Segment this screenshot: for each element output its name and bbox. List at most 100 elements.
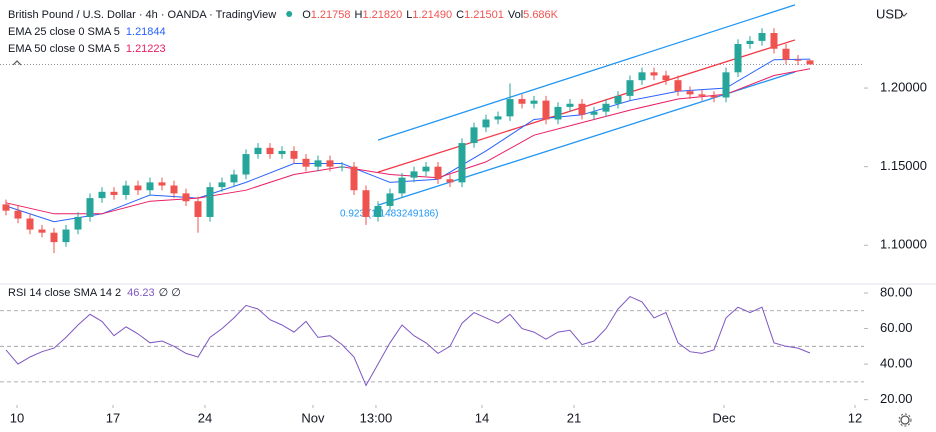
candle-body (602, 103, 610, 112)
candle-body (746, 40, 754, 45)
candle-body (158, 182, 166, 186)
status-dot (286, 11, 293, 17)
indicator-legend: EMA 25 close 0 SMA 5 1.21844 (8, 26, 166, 38)
candle-body (446, 179, 454, 183)
indicator-value: 46.23 (127, 287, 155, 299)
candle-body (806, 60, 814, 65)
candle-body (578, 103, 586, 115)
candle-body (782, 48, 790, 60)
settings-icon[interactable] (898, 413, 912, 427)
candle-body (734, 44, 742, 73)
candle-body (62, 229, 70, 243)
rsi-line (5, 296, 811, 387)
candle-body (470, 127, 478, 144)
candle-body (530, 100, 538, 104)
candle-body (98, 191, 106, 199)
x-tick-label: 13:00 (360, 410, 393, 425)
y-tick-label: 1.15000 (880, 158, 927, 173)
ohlc-label: O (302, 9, 311, 21)
candle-body (686, 91, 694, 95)
y-tick-label: 1.10000 (880, 237, 927, 252)
candle-body (638, 72, 646, 81)
x-tick-label: Nov (301, 410, 325, 425)
candle-body (14, 210, 22, 219)
currency-label[interactable]: USD (876, 6, 903, 21)
x-tick-label: 21 (567, 410, 581, 425)
candle-body (302, 158, 310, 167)
ohlc-value: 1.21758 (311, 9, 351, 21)
candle-body (662, 75, 670, 81)
indicator-suffix: ∅ ∅ (159, 287, 181, 299)
candle-body (26, 218, 34, 230)
indicator-legend: EMA 50 close 0 SMA 5 1.21223 (8, 43, 166, 55)
settings-teeth (898, 413, 912, 427)
candle-body (362, 190, 370, 217)
ohlc-label: C (456, 9, 464, 21)
collapse-icon[interactable] (12, 60, 22, 66)
candle-body (518, 99, 526, 104)
candle-body (794, 59, 802, 61)
indicator-value: 1.21844 (126, 26, 166, 38)
candle-body (542, 100, 550, 120)
candle-body (698, 94, 706, 96)
candle-body (122, 185, 130, 195)
ohlc-value: 1.21820 (362, 9, 402, 21)
candle-body (218, 182, 226, 188)
x-tick-label: 10 (10, 410, 24, 425)
candle-body (326, 160, 334, 167)
y-tick-label: 40.00 (880, 356, 913, 371)
chart-title: British Pound / U.S. Dollar · 4h · OANDA… (8, 9, 559, 21)
candle-body (614, 95, 622, 104)
ohlc-label: H (355, 9, 363, 21)
candle-body (86, 198, 94, 217)
candle-body (506, 99, 514, 117)
indicator-name: EMA 25 close 0 SMA 5 (8, 26, 120, 38)
rsi-legend: RSI 14 close SMA 14 2 46.23 ∅ ∅ (8, 287, 181, 299)
fib-annotation: 0.923 (1.1483249186) (340, 209, 438, 220)
y-tick-label: 80.00 (880, 284, 913, 299)
candle-body (38, 229, 46, 233)
x-tick-label: 17 (106, 410, 120, 425)
candle-body (626, 80, 634, 96)
candle-body (590, 111, 598, 115)
candle-body (650, 72, 658, 76)
candle-body (182, 193, 190, 202)
candle-body (2, 204, 10, 211)
candle-body (194, 201, 202, 217)
title: British Pound / U.S. Dollar · 4h · OANDA… (8, 9, 276, 21)
candle-body (554, 106, 562, 120)
indicator-name: RSI 14 close SMA 14 2 (8, 287, 121, 299)
indicator-value: 1.21223 (126, 43, 166, 55)
candle-body (770, 33, 778, 49)
candle-body (758, 33, 766, 41)
candle-body (278, 150, 286, 155)
x-tick-label: Dec (712, 410, 736, 425)
candle-body (566, 103, 574, 107)
candle-body (458, 143, 466, 183)
ohlc-value: 1.21501 (464, 9, 504, 21)
candle-body (50, 232, 58, 243)
currency-dropdown[interactable] (900, 12, 908, 17)
ohlc-value: 1.21490 (412, 9, 452, 21)
candle-body (434, 166, 442, 180)
channel-upper (377, 4, 796, 141)
candle-body (386, 193, 394, 206)
candle-body (482, 119, 490, 128)
candle-body (254, 147, 262, 155)
candle-body (170, 185, 178, 194)
candle-body (374, 205, 382, 217)
candle-body (110, 191, 118, 195)
candle-body (266, 147, 274, 155)
x-tick-label: 12 (848, 410, 862, 425)
candle-body (146, 182, 154, 191)
candle-body (134, 185, 142, 191)
candle-body (230, 174, 238, 183)
candle-body (674, 80, 682, 92)
candle-body (290, 150, 298, 159)
candle-body (410, 171, 418, 178)
ohlc-label: Vol (508, 9, 523, 21)
indicator-name: EMA 50 close 0 SMA 5 (8, 43, 120, 55)
y-tick-label: 60.00 (880, 320, 913, 335)
ohlc-value: 5.686K (523, 9, 559, 21)
